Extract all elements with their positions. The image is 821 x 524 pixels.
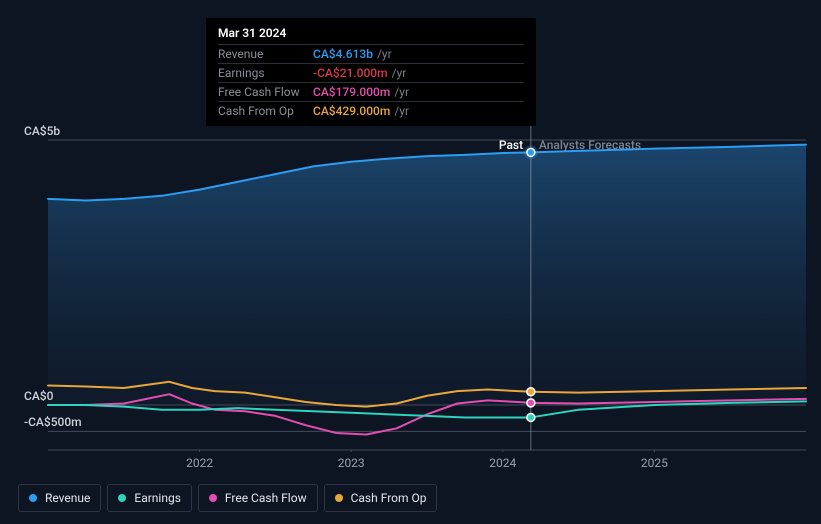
chart-legend: Revenue Earnings Free Cash Flow Cash From O…: [18, 484, 437, 512]
tooltip-row-label: Cash From Op: [218, 104, 313, 118]
tooltip-row-label: Free Cash Flow: [218, 85, 313, 99]
legend-item[interactable]: Earnings: [107, 484, 192, 512]
y-axis-label: CA$0: [24, 389, 53, 403]
tooltip-row-value: CA$429.000m: [313, 104, 390, 118]
legend-label: Earnings: [134, 491, 181, 505]
x-axis-label: 2022: [186, 456, 213, 470]
y-axis-label: -CA$500m: [24, 415, 82, 429]
legend-item[interactable]: Revenue: [18, 484, 101, 512]
legend-dot: [118, 494, 126, 502]
tooltip-date: Mar 31 2024: [218, 26, 524, 44]
y-axis-label: CA$5b: [24, 124, 60, 138]
chart-tooltip: Mar 31 2024 RevenueCA$4.613b/yrEarnings-…: [206, 18, 536, 126]
financials-chart: Mar 31 2024 RevenueCA$4.613b/yrEarnings-…: [18, 0, 807, 512]
legend-label: Cash From Op: [351, 491, 427, 505]
tooltip-row: RevenueCA$4.613b/yr: [218, 44, 524, 63]
tooltip-row-unit: /yr: [394, 104, 409, 118]
tooltip-row-label: Earnings: [218, 66, 313, 80]
legend-item[interactable]: Cash From Op: [324, 484, 438, 512]
legend-dot: [209, 494, 217, 502]
tooltip-row-value: -CA$21.000m: [313, 66, 388, 80]
x-axis-label: 2023: [338, 456, 365, 470]
past-label: Past: [499, 138, 523, 152]
tooltip-row-unit: /yr: [394, 85, 409, 99]
tooltip-row-unit: /yr: [377, 47, 392, 61]
tooltip-row-label: Revenue: [218, 47, 313, 61]
tooltip-row-value: CA$179.000m: [313, 85, 390, 99]
tooltip-row: Free Cash FlowCA$179.000m/yr: [218, 82, 524, 101]
tooltip-row: Cash From OpCA$429.000m/yr: [218, 101, 524, 120]
legend-item[interactable]: Free Cash Flow: [198, 484, 318, 512]
x-axis-label: 2024: [489, 456, 516, 470]
legend-dot: [335, 494, 343, 502]
x-axis-label: 2025: [641, 456, 668, 470]
tooltip-row: Earnings-CA$21.000m/yr: [218, 63, 524, 82]
tooltip-row-value: CA$4.613b: [313, 47, 373, 61]
legend-dot: [29, 494, 37, 502]
forecasts-label: Analysts Forecasts: [539, 138, 641, 152]
tooltip-row-unit: /yr: [392, 66, 407, 80]
legend-label: Free Cash Flow: [225, 491, 307, 505]
legend-label: Revenue: [45, 491, 90, 505]
